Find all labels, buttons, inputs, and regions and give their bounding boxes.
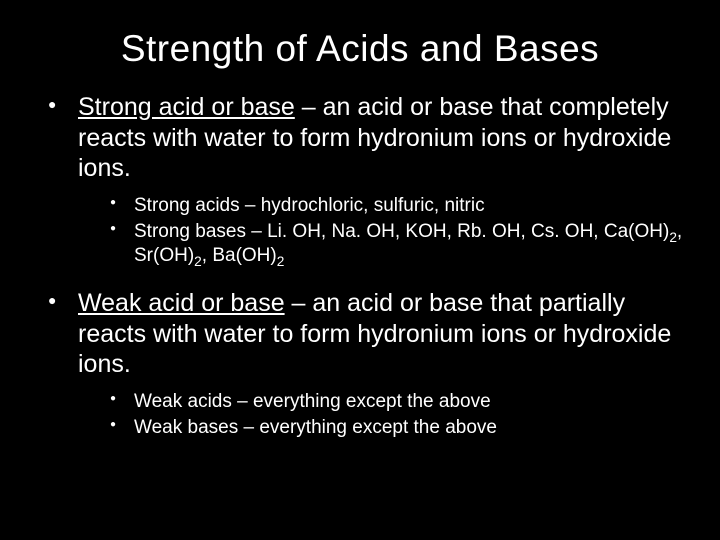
term-weak: Weak acid or base: [78, 289, 285, 317]
list-item: Strong acid or base – an acid or base th…: [48, 92, 690, 268]
sub-bullet-list: Weak acids – everything except the above…: [78, 390, 690, 441]
sub-bullet-list: Strong acids – hydrochloric, sulfuric, n…: [78, 194, 690, 269]
sub-text: Weak bases – everything except the above: [134, 417, 497, 438]
sub-text: Strong acids – hydrochloric, sulfuric, n…: [134, 195, 485, 216]
list-item: Weak bases – everything except the above: [110, 416, 690, 440]
list-item: Strong bases – Li. OH, Na. OH, KOH, Rb. …: [110, 220, 690, 269]
slide-title: Strength of Acids and Bases: [30, 28, 690, 70]
main-bullet-list: Strong acid or base – an acid or base th…: [30, 92, 690, 441]
list-item: Weak acid or base – an acid or base that…: [48, 288, 690, 440]
sub-text: Strong bases – Li. OH, Na. OH, KOH, Rb. …: [134, 221, 682, 266]
term-strong: Strong acid or base: [78, 93, 295, 121]
sub-text: Weak acids – everything except the above: [134, 391, 491, 412]
list-item: Weak acids – everything except the above: [110, 390, 690, 414]
list-item: Strong acids – hydrochloric, sulfuric, n…: [110, 194, 690, 218]
slide-container: Strength of Acids and Bases Strong acid …: [0, 0, 720, 540]
